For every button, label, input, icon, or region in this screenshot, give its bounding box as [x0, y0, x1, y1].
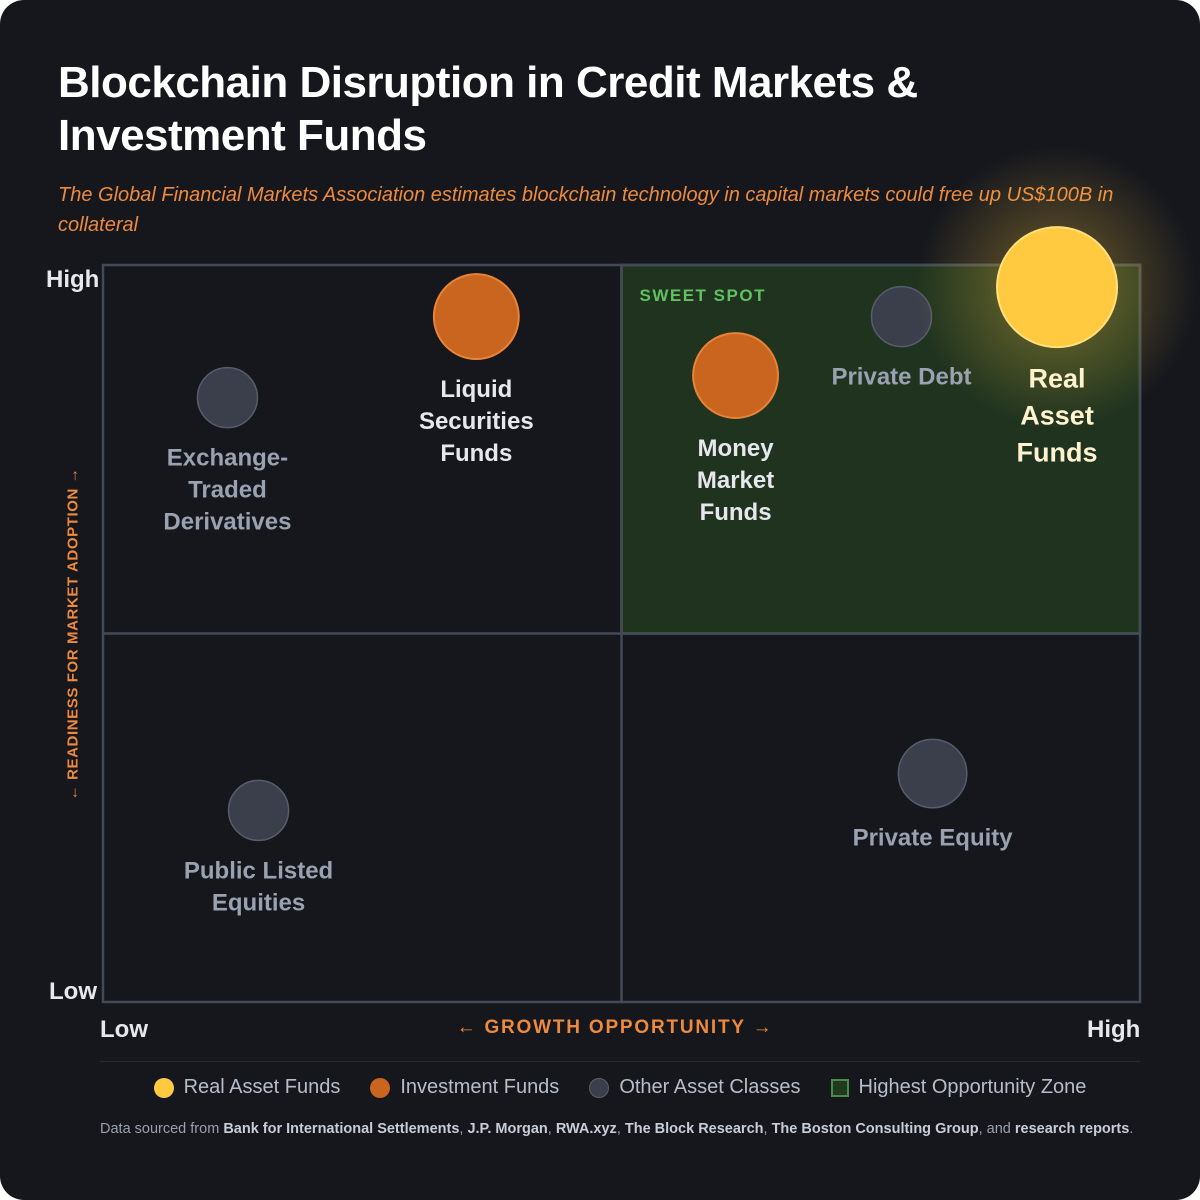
- chart-title: Blockchain Disruption in Credit Markets …: [58, 58, 918, 160]
- legend-label: Highest Opportunity Zone: [858, 1076, 1087, 1098]
- legend-item-other-asset-classes: Other Asset Classes: [589, 1076, 801, 1099]
- point-label-line: Exchange-: [167, 445, 288, 472]
- legend-item-highest-opportunity-zone: Highest Opportunity Zone: [830, 1076, 1087, 1099]
- data-point-liquid-securities-funds: Liquid Securities Funds: [419, 273, 534, 467]
- source-prefix: Data sourced from: [100, 1121, 220, 1137]
- legend-item-real-asset-funds: Real Asset Funds: [153, 1076, 341, 1099]
- point-marker: [692, 332, 779, 419]
- source-name: The Block Research: [624, 1121, 764, 1137]
- point-label: Exchange- Traded Derivatives: [163, 445, 291, 536]
- x-tick-high: High: [1087, 1016, 1141, 1043]
- point-label-line: Traded: [188, 477, 267, 504]
- x-axis-title: ← GROWTH OPPORTUNITY →: [456, 1017, 774, 1038]
- legend: Real Asset Funds Investment Funds Other …: [100, 1076, 1140, 1099]
- source-name: J.P. Morgan: [467, 1121, 548, 1137]
- legend-square-green-icon: [830, 1078, 849, 1097]
- sweet-spot-label: SWEET SPOT: [640, 286, 766, 305]
- point-label: Liquid Securities Funds: [419, 376, 534, 467]
- point-label-line: Market: [697, 467, 774, 494]
- point-label: Public Listed Equities: [184, 857, 333, 916]
- legend-item-investment-funds: Investment Funds: [370, 1076, 559, 1099]
- legend-label: Other Asset Classes: [619, 1076, 801, 1098]
- legend-label: Investment Funds: [400, 1076, 560, 1098]
- legend-dot-gray-icon: [589, 1077, 610, 1098]
- point-label-line: Funds: [1017, 437, 1098, 467]
- point-label-line: Real: [1029, 363, 1086, 393]
- legend-dot-orange-icon: [370, 1077, 391, 1098]
- source-connector: and: [986, 1121, 1011, 1137]
- point-marker: [996, 226, 1119, 349]
- source-name: Bank for International Settlements: [223, 1121, 460, 1137]
- point-label-line: Money: [698, 435, 775, 462]
- legend-divider: [100, 1061, 1140, 1062]
- point-label-line: Funds: [700, 499, 772, 526]
- source-note: Data sourced from Bank for International…: [100, 1121, 1134, 1137]
- point-label-line: Asset: [1020, 400, 1094, 430]
- x-tick-low: Low: [100, 1016, 148, 1043]
- point-label: Real Asset Funds: [1017, 363, 1098, 467]
- point-label-line: Securities: [419, 408, 534, 435]
- source-name: RWA.xyz: [555, 1121, 617, 1137]
- y-tick-high: High: [46, 266, 100, 293]
- point-label: Money Market Funds: [697, 435, 774, 526]
- point-label-line: Liquid: [440, 376, 512, 403]
- legend-label: Real Asset Funds: [183, 1076, 341, 1098]
- y-tick-low: Low: [49, 978, 97, 1005]
- point-label-line: Private Equity: [853, 825, 1014, 852]
- source-name: The Boston Consulting Group: [771, 1121, 979, 1137]
- data-point-exchange-traded-derivatives: Exchange- Traded Derivatives: [163, 366, 291, 536]
- data-point-public-listed-equities: Public Listed Equities: [184, 779, 333, 916]
- point-label-line: Public Listed: [184, 857, 333, 884]
- point-label: Private Equity: [853, 825, 1014, 852]
- plot-border: [101, 263, 1142, 1004]
- source-name: research reports: [1014, 1121, 1130, 1137]
- point-marker: [432, 273, 520, 361]
- point-label-line: Equities: [212, 889, 305, 916]
- point-marker: [196, 366, 259, 429]
- point-label-line: Derivatives: [163, 509, 291, 536]
- data-points: Exchange- Traded Derivatives Liquid Securiti…: [163, 146, 1199, 916]
- data-point-real-asset-funds: Real Asset Funds: [916, 146, 1199, 467]
- point-label-line: Funds: [440, 440, 512, 467]
- chart-subtitle: The Global Financial Markets Association…: [58, 184, 1114, 236]
- point-marker: [227, 779, 290, 842]
- point-marker: [897, 738, 968, 809]
- data-point-private-equity: Private Equity: [853, 738, 1014, 852]
- legend-dot-yellow-icon: [153, 1077, 174, 1098]
- data-point-money-market-funds: Money Market Funds: [692, 332, 779, 526]
